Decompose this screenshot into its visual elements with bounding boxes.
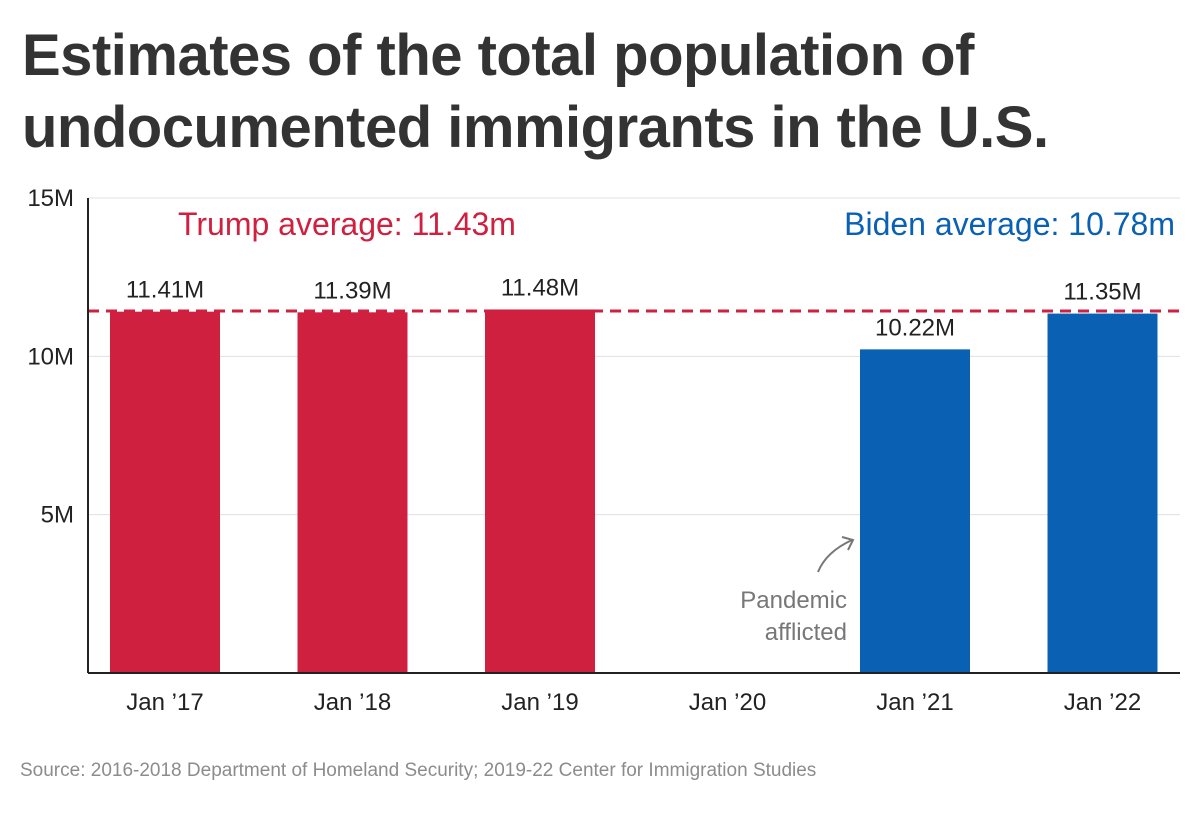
y-tick-label: 10M: [27, 343, 74, 370]
bar: [110, 311, 220, 673]
data-label: 11.48M: [501, 274, 579, 301]
y-tick-label: 15M: [27, 185, 74, 212]
pandemic-arrow: [817, 539, 853, 573]
pandemic-note-text: afflicted: [765, 619, 847, 646]
data-label: 11.41M: [126, 277, 204, 304]
trump-average-annotation: Trump average: 11.43m: [178, 206, 516, 242]
biden-average-annotation: Biden average: 10.78m: [844, 206, 1175, 242]
x-tick-label: Jan ’21: [876, 689, 953, 716]
bar: [297, 312, 408, 673]
x-tick-label: Jan ’18: [314, 689, 391, 716]
bar: [485, 309, 595, 673]
pandemic-note-text: Pandemic: [740, 587, 847, 614]
bar: [860, 349, 970, 673]
data-label: 11.39M: [313, 277, 391, 304]
x-tick-label: Jan ’20: [689, 689, 766, 716]
y-tick-label: 5M: [41, 502, 74, 529]
x-tick-label: Jan ’19: [501, 689, 578, 716]
x-tick-label: Jan ’22: [1064, 689, 1141, 716]
bar-chart: 5M 10M 15M 11.41M 11.39M 11.48M 10.22M 11.35M Ja…: [27, 185, 1180, 716]
chart-title: Estimates of the total population of und…: [22, 23, 1049, 160]
data-label: 11.35M: [1063, 279, 1141, 306]
source-note: Source: 2016-2018 Department of Homeland…: [20, 760, 817, 781]
data-label: 10.22M: [875, 314, 955, 341]
x-tick-label: Jan ’17: [126, 689, 203, 716]
pandemic-arrowhead: [841, 536, 855, 551]
bar: [1047, 313, 1158, 673]
